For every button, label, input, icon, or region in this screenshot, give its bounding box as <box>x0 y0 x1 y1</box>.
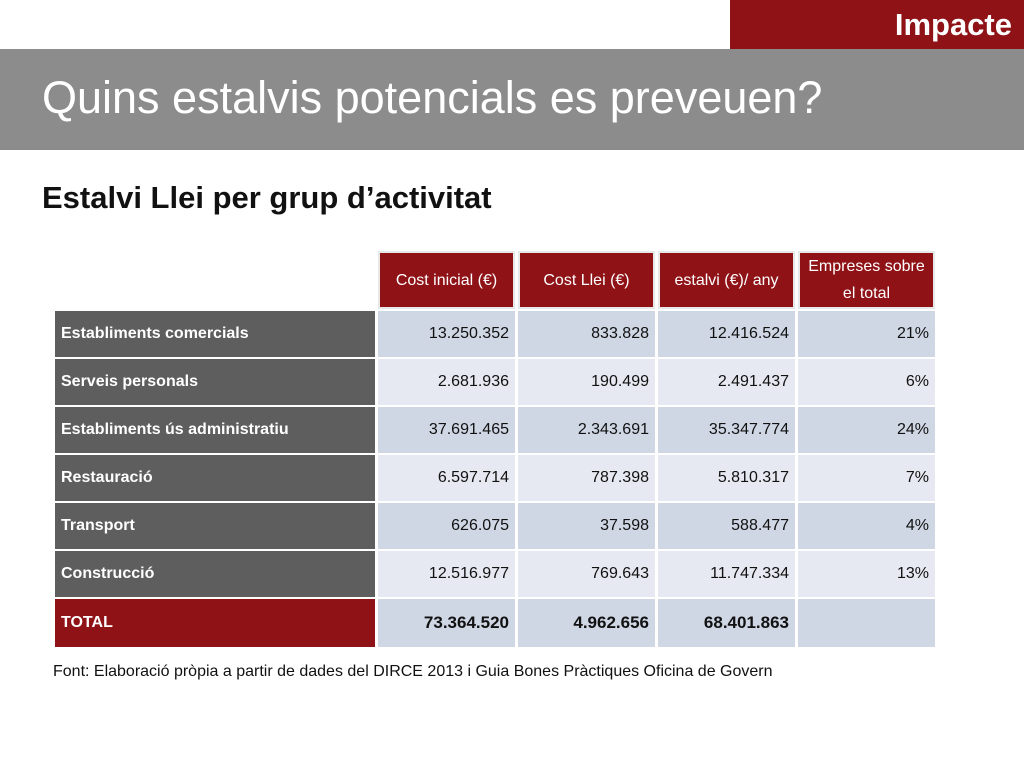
row-label: Construcció <box>55 551 375 597</box>
page-title: Quins estalvis potencials es preveuen? <box>42 72 823 123</box>
table-row: Establiments ús administratiu 37.691.465… <box>55 407 935 453</box>
savings-table: Cost inicial (€) Cost Llei (€) estalvi (… <box>52 249 938 649</box>
col-header-empreses: Empreses sobre el total <box>798 251 935 309</box>
table-row: Establiments comercials 13.250.352 833.8… <box>55 311 935 357</box>
table-cell: 5.810.317 <box>658 455 795 501</box>
table-row: Restauració 6.597.714 787.398 5.810.317 … <box>55 455 935 501</box>
total-cell: 73.364.520 <box>378 599 515 647</box>
row-label: Restauració <box>55 455 375 501</box>
total-cell: 68.401.863 <box>658 599 795 647</box>
table-cell: 37.598 <box>518 503 655 549</box>
total-cell: 4.962.656 <box>518 599 655 647</box>
table-cell: 2.343.691 <box>518 407 655 453</box>
table-cell: 769.643 <box>518 551 655 597</box>
col-header-cost-inicial: Cost inicial (€) <box>378 251 515 309</box>
table-cell: 6.597.714 <box>378 455 515 501</box>
table-row: Construcció 12.516.977 769.643 11.747.33… <box>55 551 935 597</box>
table-cell: 4% <box>798 503 935 549</box>
row-label: Serveis personals <box>55 359 375 405</box>
table-cell: 21% <box>798 311 935 357</box>
source-note: Font: Elaboració pròpia a partir de dade… <box>53 663 773 680</box>
table-cell: 190.499 <box>518 359 655 405</box>
section-tag: Impacte <box>730 0 1024 49</box>
table-cell: 2.681.936 <box>378 359 515 405</box>
table-cell: 6% <box>798 359 935 405</box>
row-label: Establiments comercials <box>55 311 375 357</box>
table-cell: 11.747.334 <box>658 551 795 597</box>
table-cell: 13.250.352 <box>378 311 515 357</box>
title-bar <box>0 49 1024 150</box>
table-header-row: Cost inicial (€) Cost Llei (€) estalvi (… <box>55 251 935 309</box>
table-cell: 12.416.524 <box>658 311 795 357</box>
row-label: Establiments ús administratiu <box>55 407 375 453</box>
table-cell: 35.347.774 <box>658 407 795 453</box>
page-subtitle: Estalvi Llei per grup d’activitat <box>42 180 492 215</box>
table-cell: 588.477 <box>658 503 795 549</box>
table-cell: 626.075 <box>378 503 515 549</box>
table-cell: 24% <box>798 407 935 453</box>
total-cell <box>798 599 935 647</box>
table-corner <box>55 251 375 309</box>
table-cell: 833.828 <box>518 311 655 357</box>
table-row: Serveis personals 2.681.936 190.499 2.49… <box>55 359 935 405</box>
table-cell: 37.691.465 <box>378 407 515 453</box>
table-cell: 13% <box>798 551 935 597</box>
table-cell: 7% <box>798 455 935 501</box>
table-cell: 2.491.437 <box>658 359 795 405</box>
table-cell: 787.398 <box>518 455 655 501</box>
row-label: Transport <box>55 503 375 549</box>
col-header-estalvi: estalvi (€)/ any <box>658 251 795 309</box>
table-row: Transport 626.075 37.598 588.477 4% <box>55 503 935 549</box>
col-header-cost-llei: Cost Llei (€) <box>518 251 655 309</box>
table-total-row: TOTAL 73.364.520 4.962.656 68.401.863 <box>55 599 935 647</box>
total-label: TOTAL <box>55 599 375 647</box>
table-cell: 12.516.977 <box>378 551 515 597</box>
